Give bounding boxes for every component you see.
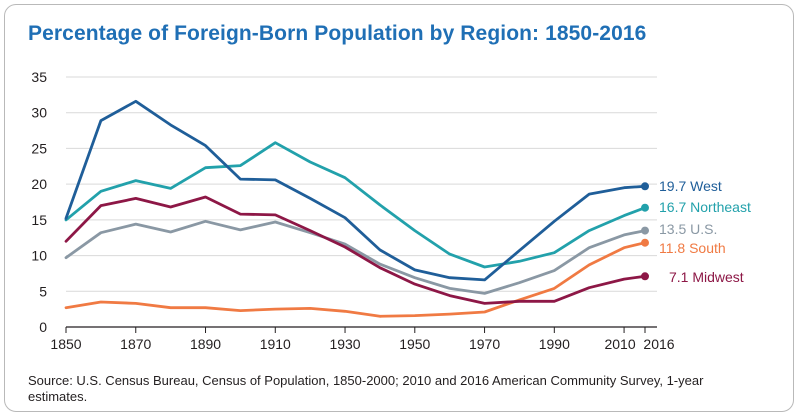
y-tick-label: 15 [31, 212, 47, 228]
y-tick-label: 5 [39, 283, 47, 299]
end-point-south [641, 238, 649, 247]
x-tick-labels: 1850 1870 1890 1910 1930 1950 1970 1990 2010 2016 [50, 336, 674, 352]
y-tick-label: 20 [31, 176, 47, 192]
end-point-west [641, 182, 649, 191]
x-tick-label: 1850 [50, 336, 81, 352]
series-line-midwest [64, 195, 647, 305]
series-label-midwest: 7.1 Midwest [669, 269, 744, 285]
x-tick-label: 2016 [643, 336, 674, 352]
series-line-northeast [64, 141, 647, 269]
chart-card [4, 4, 794, 412]
x-tick-label: 2010 [604, 336, 635, 352]
series-label-west: 19.7 West [659, 178, 722, 194]
x-tick-label: 1950 [399, 336, 430, 352]
series-line-west [64, 99, 647, 282]
series-label-us: 13.5 U.S. [659, 221, 717, 237]
x-tick-label: 1930 [329, 336, 360, 352]
series-label-south: 11.8 South [659, 240, 726, 256]
y-tick-labels: 0 5 10 15 20 25 30 35 [31, 69, 47, 335]
x-tick-label: 1890 [190, 336, 221, 352]
y-tick-label: 35 [31, 69, 47, 85]
y-tick-label: 30 [31, 105, 47, 121]
series-label-northeast: 16.7 Northeast [659, 199, 751, 215]
gridlines [66, 76, 657, 292]
series-end-labels: 13.5 U.S. 11.8 South 7.1 Midwest 16.7 North… [659, 178, 751, 285]
y-tick-label: 10 [31, 248, 47, 264]
y-tick-label: 0 [39, 319, 47, 335]
end-point-northeast [641, 203, 649, 212]
series-line-south [64, 241, 647, 318]
end-point-us [641, 226, 649, 235]
chart-title: Percentage of Foreign-Born Population by… [28, 22, 647, 45]
x-tick-label: 1870 [120, 336, 151, 352]
end-point-midwest [641, 272, 649, 281]
x-tick-label: 1990 [539, 336, 570, 352]
x-tick-label: 1970 [469, 336, 500, 352]
source-note: Source: U.S. Census Bureau, Census of Po… [28, 373, 704, 404]
axes [65, 326, 657, 333]
series-lines [64, 99, 649, 318]
x-tick-label: 1910 [260, 336, 291, 352]
y-tick-label: 25 [31, 140, 47, 156]
series-line-us [64, 219, 647, 295]
